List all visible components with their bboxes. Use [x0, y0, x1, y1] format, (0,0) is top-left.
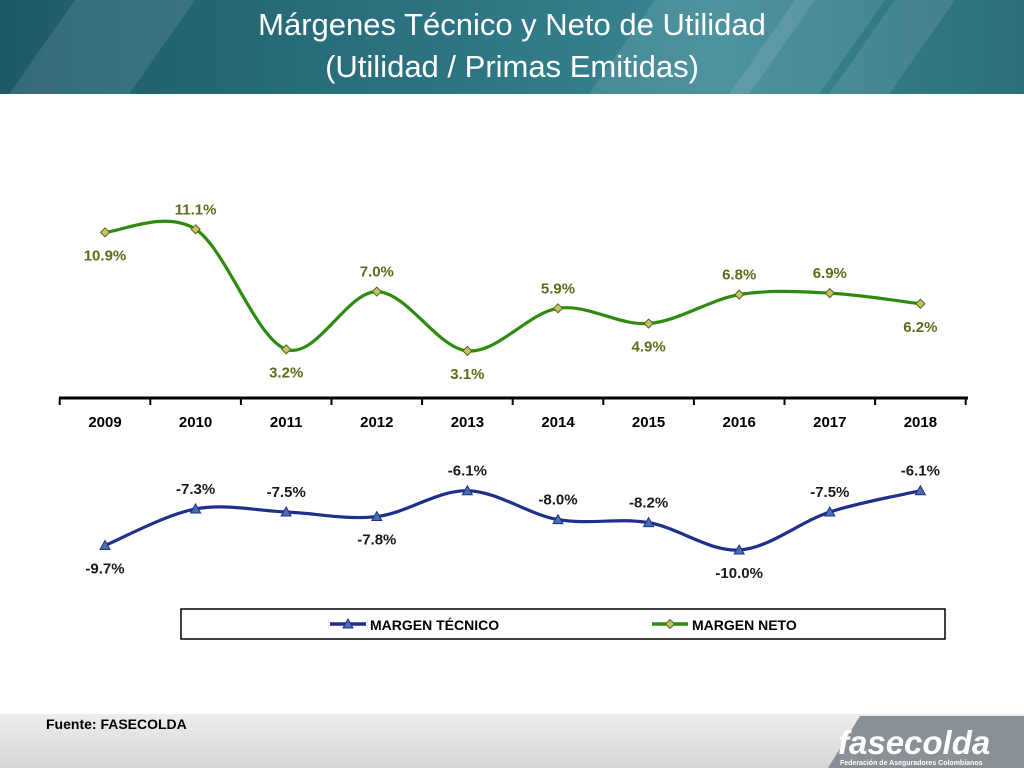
data-point-neto	[733, 289, 745, 300]
data-point-tecnico	[189, 502, 202, 514]
data-label-tecnico: -7.5%	[810, 484, 849, 501]
data-point-tecnico	[99, 539, 111, 550]
logo-tagline: Federación de Aseguradores Colombianos	[840, 760, 983, 767]
data-label-tecnico: -6.1%	[901, 463, 940, 480]
data-point-neto	[280, 344, 292, 355]
data-label-neto: 4.9%	[631, 339, 665, 356]
legend-box	[180, 608, 946, 640]
data-point-neto	[643, 318, 654, 329]
data-label-neto: 6.2%	[903, 319, 937, 336]
data-label-neto: 3.1%	[450, 366, 484, 383]
data-label-tecnico: -8.0%	[538, 492, 577, 509]
data-point-neto	[824, 287, 836, 299]
data-point-tecnico	[733, 543, 746, 555]
data-label-tecnico: -7.3%	[176, 481, 215, 498]
page-title: Márgenes Técnico y Neto de Utilidad	[258, 7, 766, 42]
x-tick-label: 2018	[904, 414, 937, 431]
data-label-neto: 6.9%	[813, 265, 847, 282]
data-point-neto	[99, 227, 111, 238]
data-label-neto: 7.0%	[360, 264, 394, 281]
source-note: Fuente: FASECOLDA	[46, 716, 187, 732]
data-label-tecnico: -8.2%	[629, 495, 668, 512]
x-tick-label: 2015	[632, 414, 665, 431]
data-label-tecnico: -6.1%	[448, 463, 487, 480]
data-label-neto: 3.2%	[269, 364, 303, 381]
x-tick-label: 2014	[541, 414, 575, 431]
x-tick-label: 2010	[179, 414, 212, 431]
data-point-tecnico	[370, 510, 383, 522]
data-label-neto: 5.9%	[541, 280, 575, 297]
x-tick-label: 2016	[723, 414, 756, 431]
data-label-neto: 6.8%	[722, 267, 756, 284]
page-subtitle: (Utilidad / Primas Emitidas)	[325, 49, 699, 84]
data-label-tecnico: -7.8%	[357, 532, 396, 549]
series-line-neto	[104, 219, 921, 353]
data-label-tecnico: -10.0%	[715, 565, 763, 582]
data-point-neto	[371, 286, 383, 297]
data-point-tecnico	[914, 484, 927, 496]
header-banner	[0, 0, 1024, 94]
legend-label: MARGEN TÉCNICO	[370, 617, 499, 633]
x-tick-label: 2011	[270, 414, 303, 431]
x-tick-label: 2013	[451, 414, 484, 431]
data-point-tecnico	[823, 505, 836, 517]
x-tick-label: 2009	[88, 414, 121, 431]
data-point-neto	[552, 303, 564, 314]
x-tick-label: 2017	[813, 414, 846, 431]
data-point-neto	[915, 298, 926, 309]
series-line-tecnico	[104, 489, 921, 552]
legend-label: MARGEN NETO	[692, 617, 797, 633]
data-point-tecnico	[461, 484, 474, 496]
fasecolda-logo: fasecolda Federación de Aseguradores Col…	[828, 716, 1024, 768]
data-label-neto: 11.1%	[175, 201, 217, 218]
data-label-tecnico: -9.7%	[85, 560, 124, 577]
logo-wordmark: fasecolda	[838, 724, 990, 761]
data-label-neto: 10.9%	[84, 247, 127, 264]
x-tick-label: 2012	[360, 414, 393, 431]
data-point-neto	[190, 224, 201, 235]
data-point-tecnico	[280, 505, 293, 517]
data-label-tecnico: -7.5%	[267, 484, 306, 501]
data-point-tecnico	[642, 516, 655, 528]
line-chart: 2009 2010 2011 2012 2013 2014 2015 2016 2017 2018…	[58, 201, 968, 640]
data-point-tecnico	[552, 513, 564, 525]
legend-marker	[664, 618, 676, 630]
data-point-neto	[462, 345, 473, 357]
legend-marker	[342, 617, 354, 629]
